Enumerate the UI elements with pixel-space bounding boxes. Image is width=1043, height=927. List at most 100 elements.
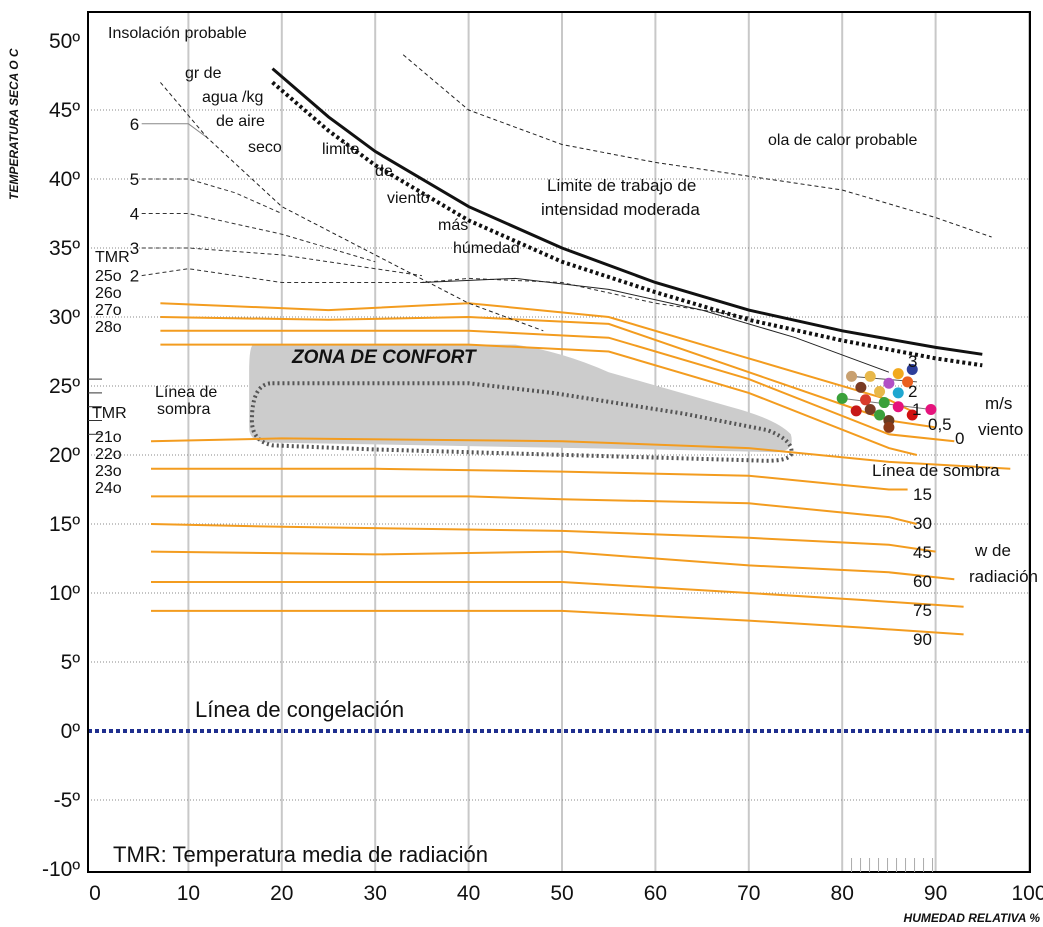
x-tick-label: 80 [831, 882, 854, 905]
comfort-curve [150, 437, 1011, 470]
x-tick-label: 30 [364, 882, 387, 905]
radiation-label: 45 [913, 543, 932, 562]
humidity-label: 4 [130, 205, 139, 224]
x-axis-title: HUMEDAD RELATIVA % [904, 911, 1041, 925]
label-sombra-1: Línea de [155, 384, 217, 401]
comfort-curve [151, 609, 964, 636]
label-gr-4: seco [248, 139, 282, 156]
comfort-dot [906, 363, 918, 375]
label-zona-confort: ZONA DE CONFORT [291, 347, 477, 368]
y-tick-label: 40º [49, 168, 80, 191]
tmr-high-label: 26o [95, 285, 122, 302]
humidity-curve-3 [141, 247, 422, 277]
y-tick-label: 0º [61, 720, 81, 743]
y-axis-title: TEMPERATURA SECA O C [7, 48, 21, 200]
label-radiacion: radiación [969, 567, 1038, 586]
tmr-high-label: 25o [95, 268, 122, 285]
x-tick-label: 50 [550, 882, 573, 905]
tmr-low-label: 24o [95, 480, 122, 497]
label-congelacion: Línea de congelación [195, 697, 404, 722]
y-tick-label: 10º [49, 582, 80, 605]
radiation-label: 75 [913, 601, 932, 620]
x-tick-label: 60 [644, 882, 667, 905]
comfort-dot [878, 397, 890, 409]
comfort-dot [925, 403, 937, 415]
humidity-label: 3 [130, 239, 139, 258]
label-w-de: w de [974, 541, 1011, 560]
wind-label: 0 [955, 429, 964, 448]
label-insolacion: Insolación probable [108, 25, 247, 42]
radiation-label: 30 [913, 514, 932, 533]
comfort-dot [864, 403, 876, 415]
x-tick-label: 0 [89, 882, 101, 905]
comfort-dot [906, 409, 918, 421]
label-sombra-2: sombra [157, 401, 210, 418]
plot-frame [87, 11, 1031, 873]
humidity-curve-6 [141, 123, 208, 139]
tmr-low-label: 22o [95, 446, 122, 463]
wind-label: 2 [908, 382, 917, 401]
comfort-dot [883, 421, 895, 433]
wind-label: 3 [908, 352, 917, 371]
label-tmr-high: TMR [95, 249, 130, 266]
comfort-dot [864, 370, 876, 382]
comfort-dot [874, 386, 886, 398]
comfort-dot [883, 377, 895, 389]
comfort-dot [846, 370, 858, 382]
more-humidity-curve [421, 277, 890, 373]
radiation-label: 90 [913, 630, 932, 649]
y-tick-label: 25º [49, 375, 80, 398]
comfort-curve [160, 329, 955, 443]
label-linea-sombra: Línea de sombra [872, 461, 1000, 480]
label-viento-2: viento [978, 420, 1023, 439]
comfort-curve [150, 523, 936, 553]
comfort-curve [151, 581, 964, 608]
label-ms: m/s [985, 394, 1012, 413]
axis-ticks: 0 10 20 30 40 50 60 70 80 90 100-10º-5º0º5º10º15º2… [42, 30, 1043, 905]
humidity-curve-4 [141, 213, 376, 263]
wind-speed-labels: 3 21 0,50 [908, 352, 964, 448]
moderate-work-limit-curve [271, 80, 983, 368]
label-viento: viento [387, 190, 430, 207]
comfort-dot [874, 409, 886, 421]
y-tick-label: 5º [61, 651, 81, 674]
humidity-label: 5 [130, 170, 139, 189]
comfort-dot [902, 376, 914, 388]
y-tick-label: 50º [49, 30, 80, 53]
comfort-dot [892, 368, 904, 380]
humidity-curve-5 [141, 178, 283, 214]
radiation-label: 60 [913, 572, 932, 591]
comfort-zone-dotted-boundary [249, 381, 794, 463]
comfort-dot [850, 405, 862, 417]
label-gr-3: de aire [216, 113, 265, 130]
humidity-label: 2 [130, 267, 139, 286]
tmr-low-label: 21o [95, 429, 122, 446]
y-tick-label: 45º [49, 99, 80, 122]
wind-label: 0,5 [928, 415, 952, 434]
y-tick-label: -10º [42, 858, 80, 881]
comfort-dot [892, 387, 904, 399]
comfort-curve [151, 467, 908, 491]
humidity-curve-2 [141, 268, 749, 318]
label-tmr-low: TMR [92, 405, 127, 422]
x-tick-label: 10 [177, 882, 200, 905]
y-tick-label: 30º [49, 306, 80, 329]
x-tick-label: 20 [270, 882, 293, 905]
radiation-labels: 15 30 45 60 75 90 [913, 485, 932, 649]
wind-limit-curve [271, 67, 983, 356]
comfort-dot [836, 392, 848, 404]
label-limite: limite [322, 141, 359, 158]
x-tick-label: 70 [737, 882, 760, 905]
y-tick-label: 15º [49, 513, 80, 536]
label-gr-1: gr de [185, 65, 222, 82]
y-tick-label: -5º [54, 789, 81, 812]
tmr-high-label: 28o [95, 319, 122, 336]
comfort-curves [150, 302, 1011, 636]
comfort-dot [860, 394, 872, 406]
axis-hatch-marks [851, 858, 934, 872]
label-trabajo-2: intensidad moderada [541, 200, 700, 219]
comfort-data-points [836, 363, 937, 433]
